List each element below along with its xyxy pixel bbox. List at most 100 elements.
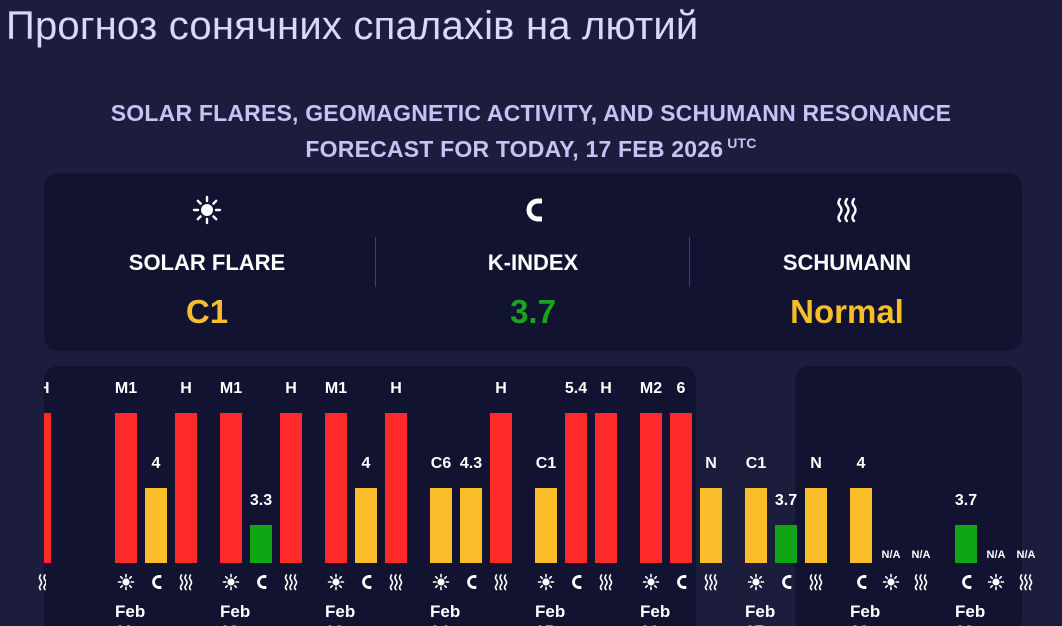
schumann-value-label: H [600, 380, 612, 397]
forecast-date-label: Feb 13 [325, 602, 356, 626]
today-summary-card: SOLAR FLARE C1 K-INDEX 3.7 SCHUMANN [44, 173, 1022, 351]
schumann-bar [44, 413, 51, 563]
flare-bar [745, 488, 767, 563]
flare-value-label: M1 [219, 380, 243, 397]
kindex-value-label: 3.7 [774, 492, 798, 509]
schumann-value-label: N [705, 455, 717, 472]
sun-icon [327, 573, 347, 593]
schumann-value-label: H [180, 380, 192, 397]
waves-icon [702, 573, 722, 593]
flare-value-label: M2 [639, 380, 663, 397]
flare-bar [115, 413, 137, 563]
waves-icon [282, 573, 302, 593]
magnet-icon [252, 573, 272, 593]
utc-label: UTC [727, 135, 757, 151]
sun-icon [44, 195, 370, 225]
schumann-bar [805, 488, 827, 563]
sun-icon [882, 573, 902, 593]
kindex-bar [955, 525, 977, 563]
schumann-value-label: H [390, 380, 402, 397]
magnet-icon [777, 573, 797, 593]
solar-flare-label: SOLAR FLARE [128, 250, 286, 275]
schumann-bar [385, 413, 407, 563]
flare-value-label: M1 [324, 380, 348, 397]
schumann-value-label: N [810, 455, 822, 472]
flare-value-label: C1 [535, 455, 557, 472]
kindex-value-label: 4.3 [459, 455, 483, 472]
kindex-value-label: 5.4 [564, 380, 588, 397]
flare-bar [535, 488, 557, 563]
summary-divider [689, 237, 690, 287]
kindex-value-label: 4 [151, 455, 161, 472]
sun-icon [432, 573, 452, 593]
waves-icon [387, 573, 407, 593]
kindex-value-label: 6 [676, 380, 686, 397]
magnet-icon [852, 573, 872, 593]
kindex-bar [460, 488, 482, 563]
schumann-bar [490, 413, 512, 563]
subtitle-line-2-text: FORECAST FOR TODAY, 17 FEB 2026 [305, 136, 724, 162]
schumann-bar [700, 488, 722, 563]
sun-icon [642, 573, 662, 593]
forecast-date-label: Feb 14 [430, 602, 461, 626]
schumann-value-label: N/A [911, 549, 931, 561]
kindex-value-label: 3.7 [954, 492, 978, 509]
magnet-icon [357, 573, 377, 593]
flare-bar [430, 488, 452, 563]
waves-icon [1017, 573, 1037, 593]
solar-flare-value: C1 [185, 293, 229, 330]
schumann-value-label: H [285, 380, 297, 397]
kindex-value-label: 4 [361, 455, 371, 472]
forecast-date-label: Feb 12 [220, 602, 251, 626]
schumann-bar [280, 413, 302, 563]
waves-icon [597, 573, 617, 593]
forecast-date-label: Feb 15 [535, 602, 566, 626]
kindex-value-label: 4 [856, 455, 866, 472]
flare-value-label: C6 [430, 455, 452, 472]
magnet-icon [567, 573, 587, 593]
kindex-bar [775, 525, 797, 563]
waves-icon [807, 573, 827, 593]
schumann-value-label: N/A [1016, 549, 1036, 561]
magnet-icon [147, 573, 167, 593]
kindex-bar [355, 488, 377, 563]
page-title: Прогноз сонячних спалахів на лютий [6, 4, 699, 48]
forecast-subtitle: SOLAR FLARES, GEOMAGNETIC ACTIVITY, AND … [0, 98, 1062, 164]
sun-icon [117, 573, 137, 593]
kindex-bar [850, 488, 872, 563]
future-forecast-panel [795, 366, 1022, 626]
magnet-icon [672, 573, 692, 593]
flare-bar [325, 413, 347, 563]
subtitle-line-1: SOLAR FLARES, GEOMAGNETIC ACTIVITY, AND … [110, 100, 952, 126]
flare-bar [220, 413, 242, 563]
kindex-value-label: 3.3 [249, 492, 273, 509]
flare-bar [640, 413, 662, 563]
solar-flare-summary: SOLAR FLARE C1 [44, 173, 370, 351]
schumann-summary: SCHUMANN Normal [684, 173, 1010, 351]
schumann-label: SCHUMANN [782, 250, 912, 275]
forecast-date-label: Feb 11 [115, 602, 146, 626]
sun-icon [537, 573, 557, 593]
schumann-value-label: H [44, 380, 52, 398]
forecast-date-label: Feb 17 [745, 602, 776, 626]
schumann-bar [175, 413, 197, 563]
waves-icon [177, 573, 197, 593]
flare-value-label: N/A [986, 549, 1006, 561]
sun-icon [747, 573, 767, 593]
magnet-icon [462, 573, 482, 593]
kindex-bar [250, 525, 272, 563]
kindex-bar [670, 413, 692, 563]
forecast-date-label: Feb 19 [955, 602, 986, 626]
waves-icon [492, 573, 512, 593]
kindex-bar [145, 488, 167, 563]
sun-icon [222, 573, 242, 593]
summary-divider [375, 237, 376, 287]
magnet-icon [957, 573, 977, 593]
flare-value-label: N/A [881, 549, 901, 561]
waves-icon [684, 195, 1010, 225]
flare-value-label: M1 [114, 380, 138, 397]
forecast-date-label: Feb 16 [640, 602, 671, 626]
subtitle-line-2: FORECAST FOR TODAY, 17 FEB 2026 UTC [0, 128, 1062, 164]
k-index-label: K-INDEX [487, 250, 579, 275]
forecast-date-label: Feb 18 [850, 602, 881, 626]
